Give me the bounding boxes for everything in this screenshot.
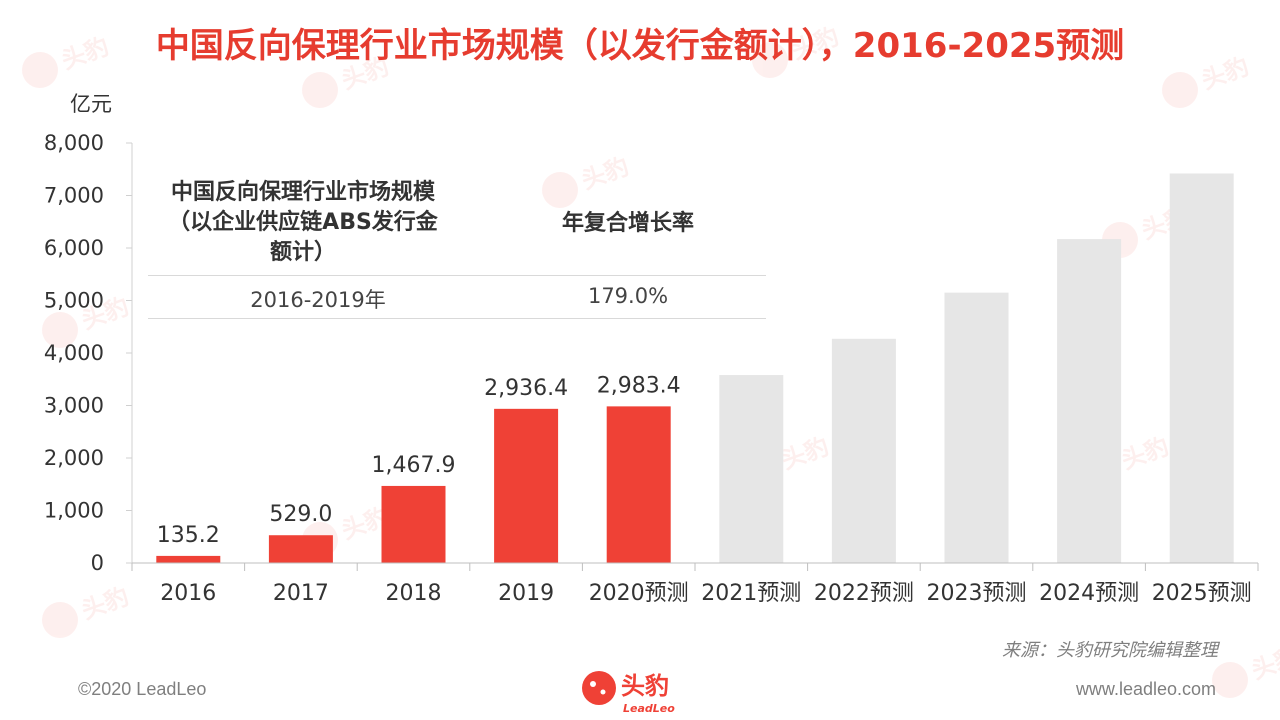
x-tick-label: 2016 [160, 581, 216, 606]
y-tick-label: 1,000 [44, 499, 104, 523]
bar-2024预测 [1057, 239, 1122, 563]
table-rule-top [148, 275, 766, 276]
x-tick-label: 2019 [498, 581, 554, 606]
x-tick-label: 2023预测 [927, 581, 1027, 606]
y-tick-label: 4,000 [44, 341, 104, 365]
bar-2018 [381, 485, 446, 563]
logo-text-cn: 头豹 [621, 672, 669, 700]
x-tick-label: 2021预测 [701, 581, 801, 606]
data-label: 529.0 [269, 502, 332, 527]
y-tick-label: 2,000 [44, 446, 104, 470]
bar-2022预测 [831, 338, 896, 563]
y-tick-label: 8,000 [44, 131, 104, 155]
bar-chart: 亿元 0 1,000 2,000 3,000 4,000 5,000 6,000 7,000 8… [44, 92, 1259, 606]
svg-text:头豹: 头豹 [1248, 642, 1280, 685]
x-tick-label: 2018 [386, 581, 442, 606]
bar-2021预测 [719, 375, 784, 563]
y-tick-label: 0 [91, 551, 104, 575]
bar-2017 [268, 535, 333, 563]
cagr-header-left: 中国反向保理行业市场规模 （以企业供应链ABS发行金 额计） [148, 178, 458, 268]
bar-2016 [156, 555, 221, 563]
y-tick-label: 6,000 [44, 236, 104, 260]
logo-text-en: LeadLeo [623, 702, 675, 715]
y-axis-unit-label: 亿元 [70, 92, 112, 116]
bar-2023预测 [944, 292, 1009, 563]
y-tick-label: 7,000 [44, 184, 104, 208]
footer-copyright: ©2020 LeadLeo [78, 679, 207, 699]
x-tick-label: 2020预测 [589, 581, 689, 606]
footer-url[interactable]: www.leadleo.com [1075, 679, 1216, 699]
leadleo-logo: 头豹 LeadLeo [582, 671, 675, 715]
x-tick-label: 2017 [273, 581, 329, 606]
x-tick-label: 2022预测 [814, 581, 914, 606]
x-tick-label: 2024预测 [1039, 581, 1139, 606]
cagr-header-right: 年复合增长率 [561, 211, 694, 236]
x-axis: 2016 2017 2018 2019 2020预测 2021预测 2022预测 2023预测… [131, 562, 1259, 606]
cagr-rate: 179.0% [587, 284, 669, 308]
data-label: 135.2 [157, 523, 220, 548]
cagr-header-left-line-3: 额计） [269, 240, 336, 265]
bar-2019 [494, 408, 559, 563]
cagr-period: 2016-2019年 [250, 288, 386, 312]
bar-2020预测 [606, 406, 671, 563]
data-label: 1,467.9 [372, 453, 456, 478]
page-title: 中国反向保理行业市场规模（以发行金额计），2016-2025预测 [155, 26, 1125, 66]
y-tick-label: 5,000 [44, 289, 104, 313]
cagr-header-left-line-2: （以企业供应链ABS发行金 [168, 210, 438, 235]
source-note: 来源：头豹研究院编辑整理 [1002, 640, 1218, 661]
data-label: 2,983.4 [597, 373, 681, 398]
cagr-header-left-line-1: 中国反向保理行业市场规模 [170, 180, 435, 205]
data-label: 2,936.4 [484, 376, 568, 401]
bar-2025预测 [1169, 173, 1234, 563]
bars: 135.2 529.0 1,467.9 2,936.4 2,983.4 [156, 173, 1234, 563]
x-tick-label: 2025预测 [1152, 581, 1252, 606]
y-axis: 0 1,000 2,000 3,000 4,000 5,000 6,000 7,000 8,00… [44, 131, 133, 575]
y-tick-label: 3,000 [44, 394, 104, 418]
leopard-icon [582, 671, 616, 705]
table-rule-bottom [148, 318, 766, 319]
